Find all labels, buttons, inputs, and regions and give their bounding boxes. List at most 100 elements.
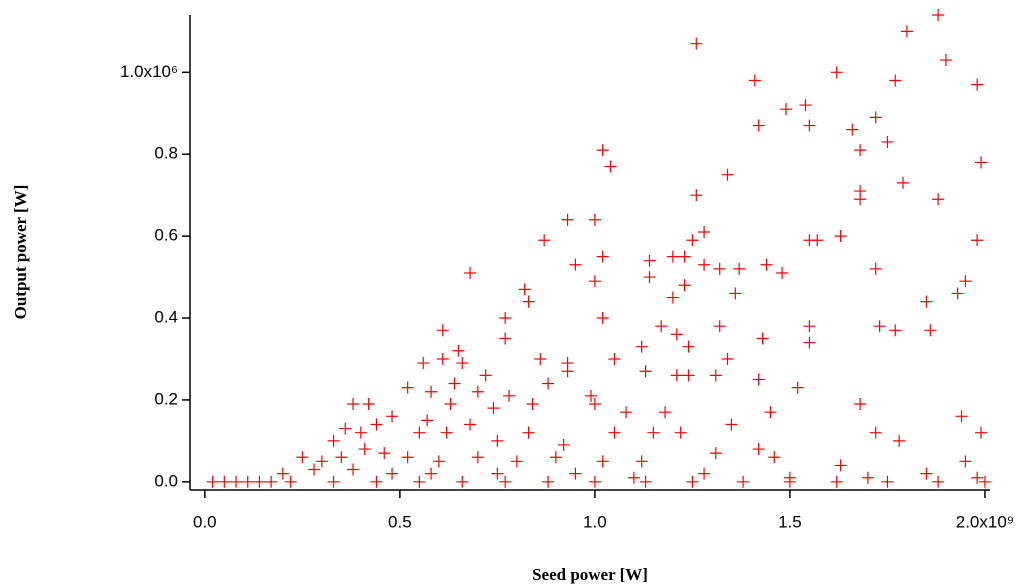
point: [971, 471, 984, 484]
point: [542, 377, 555, 390]
point: [959, 455, 972, 468]
point: [978, 475, 991, 488]
point: [830, 66, 843, 79]
point: [479, 369, 492, 382]
point: [698, 258, 711, 271]
point: [959, 275, 972, 288]
point: [971, 78, 984, 91]
point: [869, 426, 882, 439]
point: [596, 144, 609, 157]
point: [639, 475, 652, 488]
point: [347, 398, 360, 411]
point: [900, 25, 913, 38]
point: [659, 406, 672, 419]
point: [362, 398, 375, 411]
point: [588, 275, 601, 288]
point: [608, 426, 621, 439]
point: [932, 193, 945, 206]
point: [682, 369, 695, 382]
point: [666, 291, 679, 304]
point: [635, 340, 648, 353]
y-tick-label: 0.0: [154, 471, 178, 490]
point: [627, 471, 640, 484]
point: [315, 455, 328, 468]
point: [920, 295, 933, 308]
point: [846, 123, 859, 136]
y-tick-label: 0.8: [154, 144, 178, 163]
point: [756, 332, 769, 345]
point: [760, 258, 773, 271]
point: [425, 467, 438, 480]
point: [308, 463, 321, 476]
point: [869, 262, 882, 275]
point: [230, 475, 243, 488]
y-axis-label: Output power [W]: [11, 185, 30, 320]
point: [253, 475, 266, 488]
y-tick-label: 0.2: [154, 389, 178, 408]
point: [803, 320, 816, 333]
point: [491, 434, 504, 447]
point: [596, 250, 609, 263]
point: [678, 250, 691, 263]
point: [920, 467, 933, 480]
point: [421, 414, 434, 427]
point: [417, 357, 430, 370]
point: [791, 381, 804, 394]
point: [709, 447, 722, 460]
point: [678, 279, 691, 292]
point: [783, 475, 796, 488]
point: [444, 398, 457, 411]
x-tick-label: 2.0x10⁹: [956, 512, 1014, 531]
point: [296, 451, 309, 464]
point: [873, 320, 886, 333]
point: [596, 312, 609, 325]
point: [588, 475, 601, 488]
point: [780, 103, 793, 116]
point: [639, 365, 652, 378]
point: [510, 455, 523, 468]
point: [499, 332, 512, 345]
point: [471, 451, 484, 464]
point: [889, 74, 902, 87]
point: [721, 168, 734, 181]
point: [608, 352, 621, 365]
point: [436, 352, 449, 365]
point: [218, 475, 231, 488]
point: [854, 193, 867, 206]
point: [709, 369, 722, 382]
point: [975, 156, 988, 169]
point: [588, 213, 601, 226]
point: [861, 471, 874, 484]
point: [869, 111, 882, 124]
point: [596, 455, 609, 468]
point: [752, 443, 765, 456]
point: [206, 475, 219, 488]
point: [526, 398, 539, 411]
point: [542, 475, 555, 488]
point: [276, 467, 289, 480]
point: [358, 443, 371, 456]
point: [721, 352, 734, 365]
point: [643, 254, 656, 267]
x-axis-label: Seed power [W]: [532, 565, 648, 584]
point: [378, 447, 391, 460]
point: [503, 389, 516, 402]
point: [241, 475, 254, 488]
point: [764, 406, 777, 419]
point: [386, 467, 399, 480]
point: [666, 250, 679, 263]
point: [522, 295, 535, 308]
point: [830, 475, 843, 488]
point: [464, 266, 477, 279]
point: [456, 357, 469, 370]
point: [682, 340, 695, 353]
point: [522, 426, 535, 439]
point: [647, 426, 660, 439]
point: [690, 37, 703, 50]
point: [604, 160, 617, 173]
point: [464, 418, 477, 431]
point: [620, 406, 633, 419]
point: [686, 234, 699, 247]
x-tick-label: 0.5: [388, 512, 412, 531]
point: [327, 475, 340, 488]
